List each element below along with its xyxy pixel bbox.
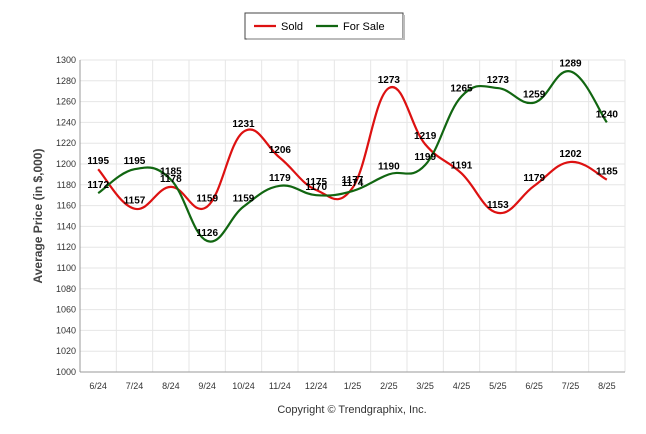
data-label-for-sale: 1170 xyxy=(305,182,327,193)
y-tick-label: 1020 xyxy=(56,346,76,356)
x-tick-label: 12/24 xyxy=(305,381,328,391)
y-tick-label: 1060 xyxy=(56,305,76,315)
x-tick-label: 4/25 xyxy=(453,381,471,391)
data-label-sold: 1219 xyxy=(414,131,437,142)
data-label-sold: 1178 xyxy=(160,174,182,185)
data-label-sold: 1159 xyxy=(196,194,218,205)
data-label-sold: 1175 xyxy=(305,177,327,188)
data-labels: 1195 1157 1178 1159 1231 1206 1175 1177 1273 1219… xyxy=(87,58,618,239)
data-label-for-sale: 1195 xyxy=(124,156,146,167)
y-tick-label: 1220 xyxy=(56,138,76,148)
data-label-for-sale: 1179 xyxy=(269,173,291,184)
y-tick-label: 1300 xyxy=(56,55,76,65)
data-label-for-sale: 1126 xyxy=(196,228,218,239)
copyright-text: Copyright © Trendgraphix, Inc. xyxy=(277,404,426,416)
x-tick-label: 8/24 xyxy=(162,381,180,391)
data-label-sold: 1157 xyxy=(124,196,146,207)
x-tick-label: 3/25 xyxy=(416,381,434,391)
data-label-for-sale: 1259 xyxy=(523,90,546,101)
x-tick-label: 1/25 xyxy=(344,381,362,391)
data-label-for-sale: 1265 xyxy=(450,83,473,94)
axes: 1000 1020 1040 1060 1080 1100 1120 1140 1160 1180… xyxy=(56,55,625,391)
data-label-for-sale: 1240 xyxy=(596,109,619,120)
series-line-sold xyxy=(97,85,608,214)
data-label-for-sale: 1199 xyxy=(414,152,436,163)
x-tick-label: 9/24 xyxy=(198,381,216,391)
data-label-sold: 1273 xyxy=(378,75,401,86)
data-label-sold: 1153 xyxy=(487,200,509,211)
y-tick-label: 1160 xyxy=(57,201,76,211)
legend: Sold For Sale xyxy=(244,12,405,40)
x-tick-label: 8/25 xyxy=(598,381,616,391)
data-label-for-sale: 1273 xyxy=(487,75,510,86)
y-tick-label: 1080 xyxy=(56,284,76,294)
x-tick-label: 6/24 xyxy=(89,381,107,391)
data-label-sold: 1191 xyxy=(451,160,473,171)
series-line-for-sale xyxy=(97,70,608,243)
legend-label-for-sale: For Sale xyxy=(343,21,385,33)
y-tick-label: 1140 xyxy=(57,221,76,231)
y-axis-label: Average Price (in $,000) xyxy=(31,149,45,284)
data-label-sold: 1185 xyxy=(596,167,618,178)
y-tick-label: 1200 xyxy=(56,159,76,169)
data-label-for-sale: 1174 xyxy=(342,178,364,189)
grid-lines xyxy=(79,59,626,373)
data-label-for-sale: 1289 xyxy=(559,58,582,69)
y-tick-label: 1180 xyxy=(57,180,76,190)
data-label-for-sale: 1172 xyxy=(87,180,109,191)
x-tick-label: 5/25 xyxy=(489,381,507,391)
data-label-for-sale: 1159 xyxy=(233,194,255,205)
series-lines xyxy=(97,70,608,243)
data-label-for-sale: 1190 xyxy=(378,161,400,172)
y-tick-label: 1240 xyxy=(56,117,76,127)
y-tick-label: 1120 xyxy=(57,242,76,252)
y-tick-label: 1000 xyxy=(56,367,76,377)
y-tick-label: 1040 xyxy=(56,325,76,335)
x-tick-label: 6/25 xyxy=(525,381,543,391)
data-label-sold: 1206 xyxy=(269,145,292,156)
data-label-sold: 1195 xyxy=(87,156,109,167)
plot-area xyxy=(80,60,625,372)
data-label-for-sale: 1185 xyxy=(160,167,182,178)
x-tick-label: 10/24 xyxy=(232,381,255,391)
y-tick-label: 1260 xyxy=(56,97,76,107)
data-label-sold: 1202 xyxy=(559,149,582,160)
x-tick-label: 2/25 xyxy=(380,381,398,391)
x-tick-label: 11/24 xyxy=(269,381,291,391)
y-tick-label: 1280 xyxy=(56,76,76,86)
x-tick-label: 7/24 xyxy=(126,381,144,391)
data-label-sold: 1231 xyxy=(232,119,255,130)
data-label-sold: 1177 xyxy=(342,175,364,186)
x-tick-label: 7/25 xyxy=(562,381,580,391)
legend-label-sold: Sold xyxy=(281,21,303,33)
data-label-sold: 1179 xyxy=(523,173,545,184)
y-tick-label: 1100 xyxy=(57,263,76,273)
